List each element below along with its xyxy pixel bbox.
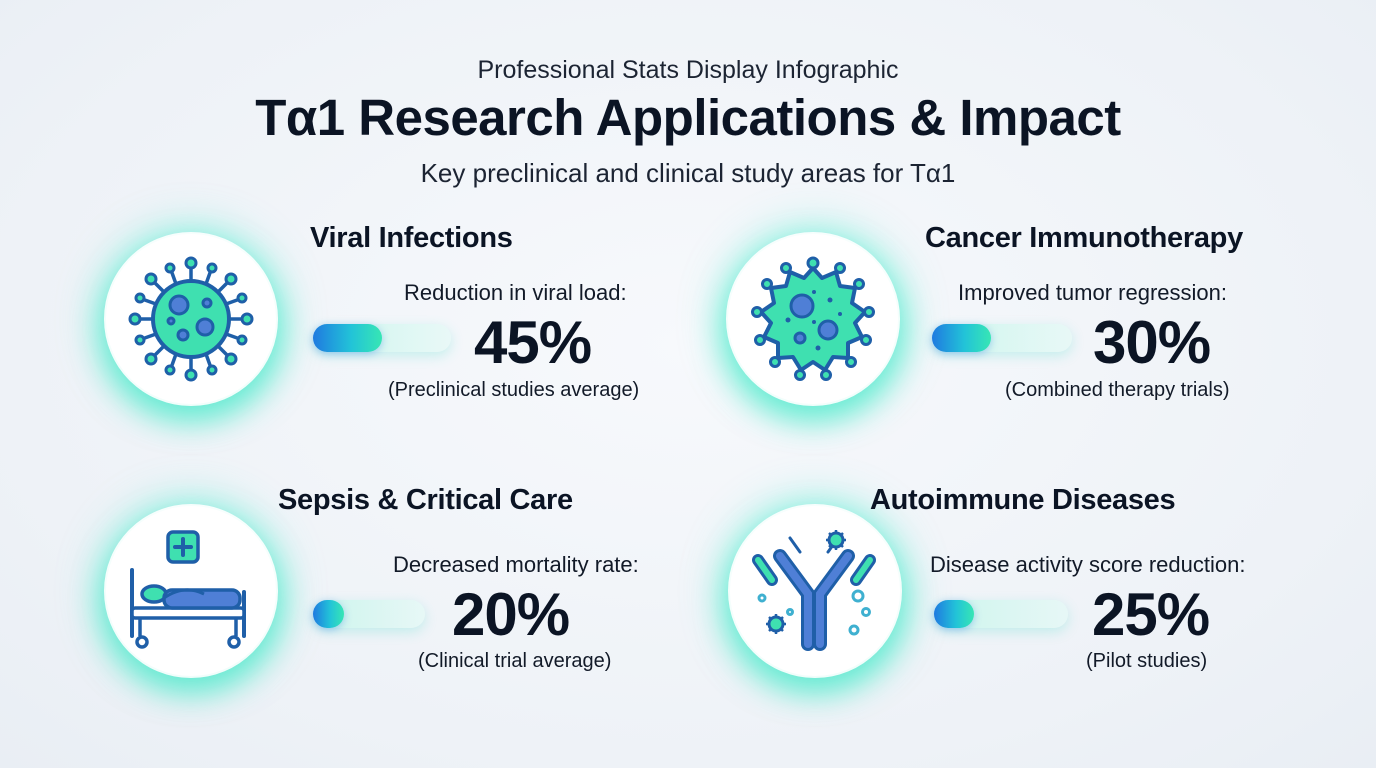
icon-circle [106, 506, 276, 676]
progress-bar-fill [934, 600, 975, 628]
card-title: Sepsis & Critical Care [278, 484, 573, 516]
card-title: Autoimmune Diseases [870, 484, 1176, 516]
progress-bar [313, 324, 451, 352]
metric-label: Improved tumor regression: [958, 280, 1227, 305]
metric-value: 45% [474, 309, 592, 376]
stat-card-sepsis-critical-care: Sepsis & Critical Care Decreased mortali… [0, 478, 640, 708]
progress-bar [934, 600, 1068, 628]
card-title: Cancer Immunotherapy [925, 222, 1243, 254]
stat-card-cancer-immunotherapy: Cancer Immunotherapy Improved tumor regr… [640, 210, 1280, 440]
cancer-cell-icon [751, 256, 875, 381]
virus-icon [128, 256, 254, 382]
progress-bar-fill [313, 324, 382, 352]
hospital-bed-icon [130, 530, 246, 649]
icon-circle [728, 234, 898, 404]
icon-circle [106, 234, 276, 404]
metric-label: Disease activity score reduction: [930, 552, 1246, 577]
stat-card-viral-infections: Viral Infections Reduction in viral load… [0, 210, 640, 440]
stat-card-autoimmune-diseases: Autoimmune Diseases Disease activity sco… [640, 478, 1280, 708]
metric-label: Decreased mortality rate: [393, 552, 639, 577]
page-title: Tα1 Research Applications & Impact [255, 89, 1121, 146]
progress-bar [932, 324, 1072, 352]
metric-note: (Clinical trial average) [418, 650, 612, 672]
kicker-text: Professional Stats Display Infographic [477, 56, 899, 84]
page-subtitle: Key preclinical and clinical study areas… [420, 158, 956, 188]
progress-bar-fill [313, 600, 345, 628]
card-title: Viral Infections [310, 222, 513, 254]
antibody-icon [752, 530, 876, 651]
metric-note: (Combined therapy trials) [1005, 379, 1230, 401]
metric-value: 30% [1093, 309, 1211, 376]
metric-label: Reduction in viral load: [404, 280, 627, 305]
progress-bar-fill [932, 324, 991, 352]
progress-bar [313, 600, 425, 628]
metric-value: 25% [1092, 581, 1210, 648]
icon-circle [730, 506, 900, 676]
metric-note: (Pilot studies) [1086, 650, 1208, 672]
metric-value: 20% [452, 581, 570, 648]
metric-note: (Preclinical studies average) [388, 379, 640, 401]
